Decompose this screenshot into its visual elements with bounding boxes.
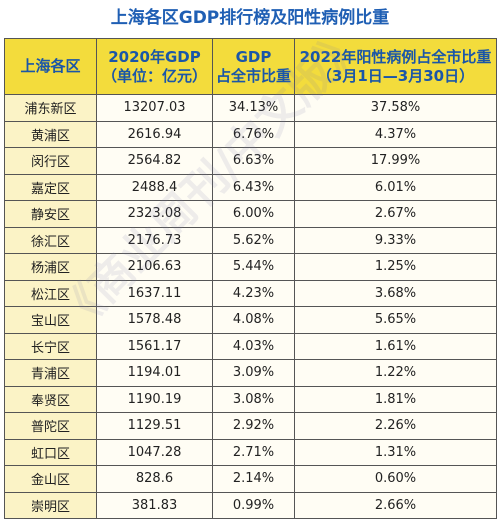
value-cell: 6.43%	[212, 173, 295, 201]
table-row: 虹口区 1047.28 2.71% 1.31%	[4, 438, 497, 466]
header-cell: GDP 占全市比重	[212, 38, 295, 95]
value-cell: 5.65%	[294, 306, 497, 334]
district-cell: 长宁区	[4, 332, 97, 360]
value-cell: 1.22%	[294, 359, 497, 387]
value-cell: 1047.28	[96, 438, 213, 466]
header-cell: 上海各区	[4, 38, 97, 95]
header-text: 2020年GDP	[108, 47, 201, 66]
value-cell: 1578.48	[96, 306, 213, 334]
value-cell: 5.44%	[212, 253, 295, 281]
value-cell: 4.03%	[212, 332, 295, 360]
value-cell: 1637.11	[96, 279, 213, 307]
value-cell: 0.60%	[294, 465, 497, 493]
district-cell: 徐汇区	[4, 226, 97, 254]
value-cell: 1.31%	[294, 438, 497, 466]
value-cell: 2564.82	[96, 147, 213, 175]
table-row: 闵行区 2564.82 6.63% 17.99%	[4, 147, 497, 175]
header-row: 上海各区 2020年GDP （单位：亿元） GDP 占全市比重 2022年阳性病例占全市比…	[4, 38, 497, 95]
gdp-table: 上海各区 2020年GDP （单位：亿元） GDP 占全市比重 2022年阳性病例占全市比…	[4, 38, 497, 519]
value-cell: 1129.51	[96, 412, 213, 440]
header-cell: 2022年阳性病例占全市比重 （3月1日—3月30日）	[294, 38, 497, 95]
value-cell: 4.37%	[294, 120, 497, 148]
table-row: 黄浦区 2616.94 6.76% 4.37%	[4, 120, 497, 148]
value-cell: 6.76%	[212, 120, 295, 148]
value-cell: 2488.4	[96, 173, 213, 201]
value-cell: 381.83	[96, 491, 213, 519]
table-row: 崇明区 381.83 0.99% 2.66%	[4, 491, 497, 519]
district-cell: 黄浦区	[4, 120, 97, 148]
table-row: 青浦区 1194.01 3.09% 1.22%	[4, 359, 497, 387]
value-cell: 2616.94	[96, 120, 213, 148]
value-cell: 0.99%	[212, 491, 295, 519]
value-cell: 1190.19	[96, 385, 213, 413]
district-cell: 虹口区	[4, 438, 97, 466]
value-cell: 3.68%	[294, 279, 497, 307]
value-cell: 1561.17	[96, 332, 213, 360]
district-cell: 崇明区	[4, 491, 97, 519]
value-cell: 2106.63	[96, 253, 213, 281]
value-cell: 3.09%	[212, 359, 295, 387]
value-cell: 9.33%	[294, 226, 497, 254]
value-cell: 6.01%	[294, 173, 497, 201]
table-row: 浦东新区 13207.03 34.13% 37.58%	[4, 94, 497, 122]
district-cell: 嘉定区	[4, 173, 97, 201]
value-cell: 4.08%	[212, 306, 295, 334]
table-row: 宝山区 1578.48 4.08% 5.65%	[4, 306, 497, 334]
value-cell: 1.25%	[294, 253, 497, 281]
header-text: 占全市比重	[215, 66, 291, 85]
table-row: 奉贤区 1190.19 3.08% 1.81%	[4, 385, 497, 413]
header-text: （3月1日—3月30日）	[316, 66, 475, 85]
table-row: 嘉定区 2488.4 6.43% 6.01%	[4, 173, 497, 201]
table-row: 松江区 1637.11 4.23% 3.68%	[4, 279, 497, 307]
value-cell: 828.6	[96, 465, 213, 493]
header-text: （单位：亿元）	[101, 66, 207, 85]
value-cell: 6.00%	[212, 200, 295, 228]
value-cell: 2176.73	[96, 226, 213, 254]
value-cell: 2.66%	[294, 491, 497, 519]
value-cell: 1194.01	[96, 359, 213, 387]
district-cell: 普陀区	[4, 412, 97, 440]
table-row: 徐汇区 2176.73 5.62% 9.33%	[4, 226, 497, 254]
district-cell: 浦东新区	[4, 94, 97, 122]
table-row: 杨浦区 2106.63 5.44% 1.25%	[4, 253, 497, 281]
district-cell: 青浦区	[4, 359, 97, 387]
value-cell: 2.14%	[212, 465, 295, 493]
value-cell: 2323.08	[96, 200, 213, 228]
value-cell: 13207.03	[96, 94, 213, 122]
value-cell: 1.61%	[294, 332, 497, 360]
district-cell: 静安区	[4, 200, 97, 228]
table-row: 普陀区 1129.51 2.92% 2.26%	[4, 412, 497, 440]
table-row: 金山区 828.6 2.14% 0.60%	[4, 465, 497, 493]
value-cell: 1.81%	[294, 385, 497, 413]
district-cell: 宝山区	[4, 306, 97, 334]
district-cell: 闵行区	[4, 147, 97, 175]
district-cell: 松江区	[4, 279, 97, 307]
table-row: 静安区 2323.08 6.00% 2.67%	[4, 200, 497, 228]
value-cell: 2.67%	[294, 200, 497, 228]
district-cell: 杨浦区	[4, 253, 97, 281]
title: 上海各区GDP排行榜及阳性病例比重	[110, 8, 390, 28]
header-cell: 2020年GDP （单位：亿元）	[96, 38, 213, 95]
district-cell: 金山区	[4, 465, 97, 493]
value-cell: 37.58%	[294, 94, 497, 122]
value-cell: 2.26%	[294, 412, 497, 440]
value-cell: 17.99%	[294, 147, 497, 175]
header-text: 上海各区	[20, 57, 81, 75]
value-cell: 2.71%	[212, 438, 295, 466]
value-cell: 34.13%	[212, 94, 295, 122]
value-cell: 2.92%	[212, 412, 295, 440]
value-cell: 5.62%	[212, 226, 295, 254]
value-cell: 3.08%	[212, 385, 295, 413]
header-text: GDP	[235, 47, 272, 66]
table-row: 长宁区 1561.17 4.03% 1.61%	[4, 332, 497, 360]
value-cell: 6.63%	[212, 147, 295, 175]
district-cell: 奉贤区	[4, 385, 97, 413]
value-cell: 4.23%	[212, 279, 295, 307]
header-text: 2022年阳性病例占全市比重	[299, 47, 492, 66]
